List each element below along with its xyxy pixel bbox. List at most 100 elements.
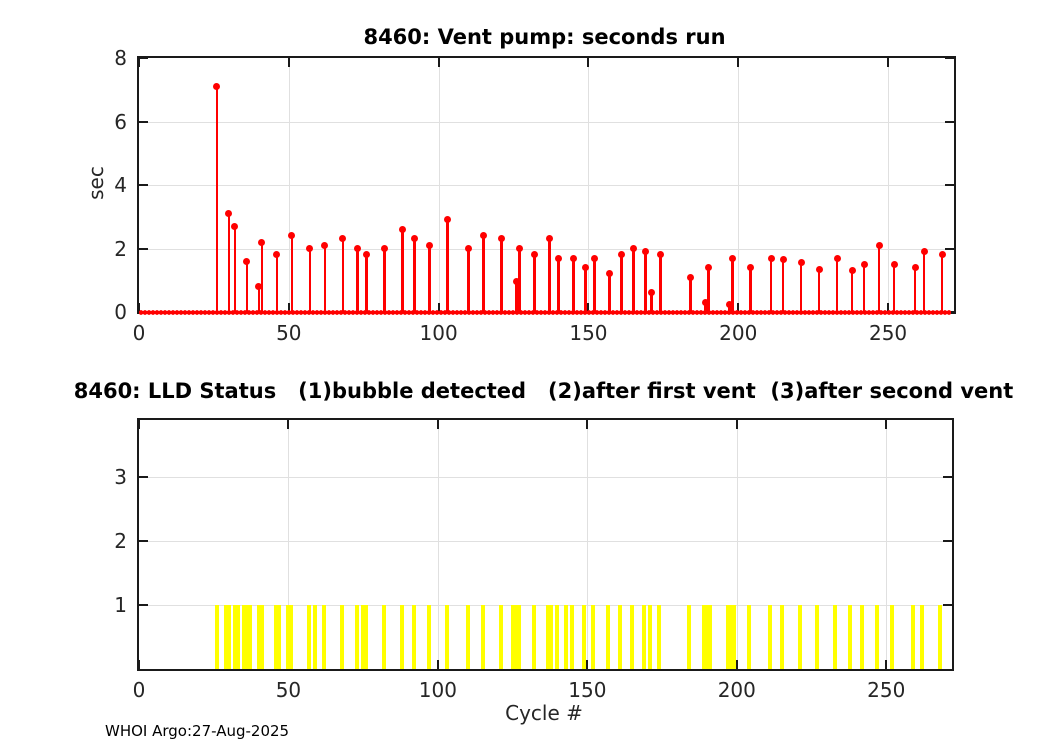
status-bar-cycle-149 — [582, 605, 587, 669]
status-bar-cycle-40 — [256, 605, 261, 669]
stem-marker-cycle-92 — [411, 235, 419, 243]
stem-cycle-197 — [728, 304, 731, 312]
y-tick-6 — [139, 120, 148, 123]
x-tick-top-50 — [287, 420, 290, 429]
stem-marker-cycle-41 — [258, 238, 266, 246]
status-bar-cycle-191 — [707, 605, 712, 669]
stem-marker-cycle-152 — [590, 254, 598, 262]
x-tick-0 — [138, 660, 140, 669]
y-tick-right-2 — [945, 247, 954, 250]
stem-cycle-73 — [356, 248, 359, 312]
stem-marker-cycle-126 — [513, 278, 521, 286]
stem-cycle-36 — [245, 261, 249, 312]
x-tick-label-150: 150 — [568, 678, 607, 702]
stem-cycle-227 — [817, 269, 821, 312]
stem-cycle-26 — [215, 86, 219, 312]
stem-marker-cycle-110 — [465, 245, 473, 252]
status-bar-cycle-199 — [731, 605, 736, 669]
lld-status-plot: 0 50 100 150 200 250 1 2 3 — [114, 418, 954, 701]
status-bar-cycle-121 — [498, 605, 503, 669]
status-bar-cycle-59 — [313, 605, 318, 669]
status-bar-cycle-30 — [226, 605, 231, 669]
stem-marker-cycle-103 — [444, 216, 452, 224]
stem-marker-cycle-161 — [617, 251, 625, 259]
stem-marker-cycle-36 — [243, 257, 251, 265]
status-bar-cycle-259 — [911, 605, 916, 669]
status-bar-cycle-221 — [797, 605, 802, 669]
stem-marker-cycle-145 — [569, 254, 577, 262]
stem-cycle-76 — [365, 254, 368, 312]
stem-cycle-190 — [707, 267, 710, 312]
stem-cycle-126 — [515, 281, 518, 312]
stem-marker-cycle-238 — [848, 267, 856, 275]
stem-marker-cycle-262 — [920, 248, 928, 256]
y-tick-label-2: 2 — [114, 529, 127, 554]
stem-cycle-30 — [227, 213, 231, 312]
stem-marker-cycle-88 — [399, 225, 407, 233]
zero-baseline — [139, 309, 951, 315]
stem-cycle-165 — [632, 248, 635, 312]
x-tick-top-250 — [887, 58, 890, 67]
stem-cycle-46 — [275, 254, 279, 312]
y-tick-right-2 — [943, 540, 952, 543]
vent-pump-title-text: 8460: Vent pump: seconds run — [363, 25, 726, 49]
status-bar-cycle-132 — [531, 605, 536, 669]
status-bar-cycle-37 — [247, 605, 252, 669]
status-bar-cycle-46 — [274, 605, 279, 669]
x-tick-label-100: 100 — [419, 321, 458, 345]
y-tick-right-1 — [943, 604, 952, 607]
status-bar-cycle-174 — [657, 605, 662, 669]
status-bar-cycle-127 — [516, 605, 521, 669]
x-axis-label-cycle: Cycle # — [505, 701, 583, 725]
status-bar-cycle-97 — [426, 605, 431, 669]
status-bar-cycle-88 — [400, 605, 405, 669]
stem-marker-cycle-132 — [531, 251, 538, 259]
status-bar-cycle-26 — [214, 605, 219, 669]
status-bar-cycle-143 — [564, 605, 569, 669]
stem-cycle-157 — [608, 273, 611, 312]
status-bar-cycle-57 — [307, 605, 312, 669]
status-bar-cycle-189 — [701, 605, 706, 669]
status-bar-cycle-29 — [223, 605, 228, 669]
status-bar-cycle-233 — [833, 605, 838, 669]
status-bar-cycle-157 — [606, 605, 611, 669]
vent-pump-title: 8460: Vent pump: seconds run — [137, 25, 952, 49]
status-bar-cycle-252 — [890, 605, 895, 669]
status-bar-cycle-115 — [480, 605, 485, 669]
stem-marker-cycle-57 — [306, 245, 314, 252]
stem-marker-cycle-82 — [381, 245, 389, 252]
stem-marker-cycle-259 — [911, 264, 919, 272]
grid-line-y6 — [139, 121, 954, 123]
status-bar-cycle-140 — [555, 605, 560, 669]
status-bar-cycle-75 — [361, 605, 366, 669]
stem-marker-cycle-26 — [213, 83, 221, 91]
y-axis-label-sec: sec — [84, 166, 108, 200]
status-bar-cycle-165 — [630, 605, 635, 669]
stem-marker-cycle-165 — [629, 245, 637, 252]
stem-marker-cycle-189 — [701, 298, 709, 306]
grid-line-x250 — [886, 420, 888, 669]
stem-marker-cycle-46 — [273, 251, 281, 259]
y-tick-label-2: 2 — [114, 236, 127, 261]
status-bar-cycle-138 — [549, 605, 554, 669]
grid-line-x100 — [437, 420, 439, 669]
x-tick-250 — [885, 660, 888, 669]
grid-line-x200 — [736, 420, 738, 669]
stem-marker-cycle-197 — [725, 300, 733, 308]
stem-marker-cycle-30 — [225, 210, 233, 218]
stem-cycle-62 — [323, 245, 327, 312]
x-tick-top-150 — [587, 58, 590, 67]
status-bar-cycle-268 — [938, 605, 943, 669]
x-tick-top-50 — [287, 58, 290, 67]
stem-marker-cycle-137 — [545, 235, 553, 243]
stem-cycle-247 — [877, 245, 881, 312]
grid-line-x50 — [288, 420, 290, 669]
stem-cycle-259 — [913, 267, 917, 312]
stem-marker-cycle-62 — [321, 241, 329, 249]
x-tick-250 — [887, 303, 890, 312]
stem-cycle-97 — [428, 245, 431, 312]
stem-cycle-198 — [731, 258, 734, 312]
stem-marker-cycle-198 — [728, 254, 736, 262]
x-tick-label-0: 0 — [132, 321, 146, 345]
grid-line-y2 — [139, 541, 952, 543]
